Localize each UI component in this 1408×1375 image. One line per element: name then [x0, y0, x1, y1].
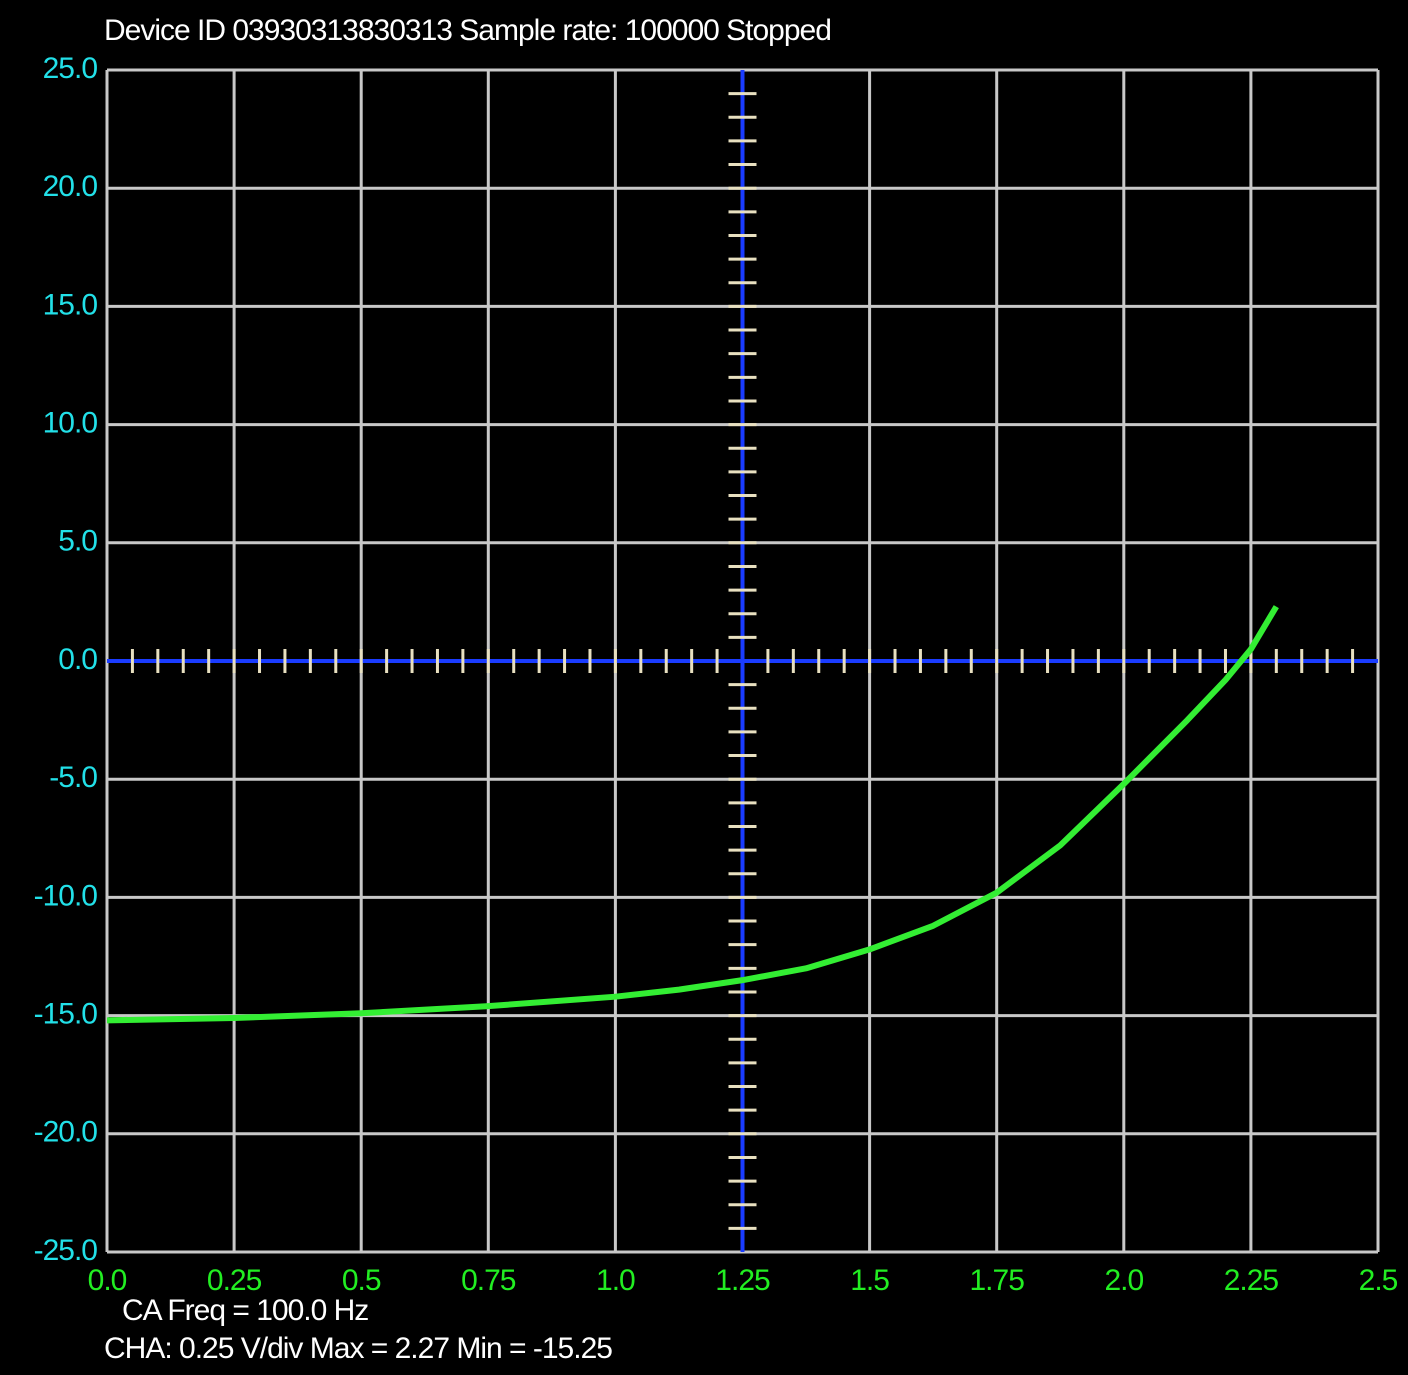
y-tick-label: -15.0 [34, 998, 98, 1031]
y-tick-label: 0.0 [58, 643, 97, 676]
x-tick-label: 0.5 [342, 1264, 381, 1297]
x-tick-label: 0.0 [88, 1264, 127, 1297]
y-tick-label: 20.0 [43, 170, 98, 203]
y-tick-label: -20.0 [34, 1116, 98, 1149]
chart-title: Device ID 03930313830313 Sample rate: 10… [104, 14, 831, 47]
annotation: CHA: 0.25 V/div Max = 2.27 Min = -15.25 [104, 1332, 612, 1365]
x-tick-label: 2.0 [1104, 1264, 1143, 1297]
y-tick-label: 10.0 [43, 407, 98, 440]
annotation: CA Freq = 100.0 Hz [122, 1294, 368, 1327]
x-tick-label: 1.25 [715, 1264, 770, 1297]
x-tick-label: 0.25 [207, 1264, 262, 1297]
y-tick-label: -25.0 [34, 1234, 98, 1267]
x-tick-label: 2.5 [1359, 1264, 1398, 1297]
x-tick-label: 1.5 [850, 1264, 889, 1297]
y-tick-label: -10.0 [34, 879, 98, 912]
x-tick-label: 2.25 [1224, 1264, 1279, 1297]
y-tick-label: 5.0 [58, 525, 97, 558]
y-tick-label: -5.0 [49, 761, 97, 794]
x-tick-label: 1.75 [970, 1264, 1025, 1297]
y-tick-label: 15.0 [43, 288, 98, 321]
x-tick-label: 0.75 [461, 1264, 516, 1297]
data-line [106, 605, 1279, 1024]
y-tick-label: 25.0 [43, 52, 98, 85]
x-tick-label: 1.0 [596, 1264, 635, 1297]
